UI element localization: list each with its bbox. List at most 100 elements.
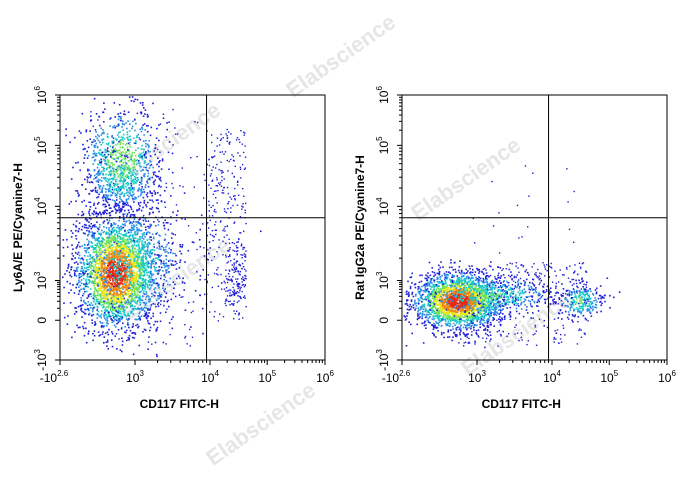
event-point: [110, 154, 112, 157]
event-point: [244, 254, 247, 256]
event-point: [101, 310, 103, 312]
event-point: [96, 242, 99, 245]
event-point: [228, 279, 231, 281]
event-point: [79, 169, 81, 172]
event-point: [127, 338, 130, 341]
event-point: [145, 269, 147, 272]
event-point: [113, 282, 115, 284]
event-point: [181, 244, 184, 246]
event-point: [134, 318, 137, 321]
event-point: [234, 187, 236, 190]
event-point: [139, 111, 142, 114]
event-point: [99, 279, 101, 282]
event-point: [129, 253, 131, 256]
event-point: [129, 192, 131, 194]
event-point: [142, 263, 145, 265]
event-point: [128, 246, 130, 248]
event-point: [121, 297, 123, 299]
event-point: [89, 275, 92, 277]
event-point: [156, 127, 158, 130]
event-point: [165, 280, 168, 282]
event-point: [76, 283, 78, 286]
event-point: [120, 274, 122, 276]
event-point: [211, 134, 213, 136]
x-tick-label: -102.6: [40, 369, 69, 385]
event-point: [184, 324, 186, 326]
event-point: [220, 282, 223, 284]
event-point: [147, 300, 150, 303]
event-point: [229, 141, 231, 143]
event-point: [107, 302, 109, 305]
event-point: [179, 250, 181, 253]
event-point: [131, 240, 134, 242]
event-point: [122, 246, 125, 248]
event-point: [86, 275, 89, 277]
event-point: [115, 168, 117, 171]
event-point: [238, 286, 241, 288]
event-point: [243, 295, 246, 297]
event-point: [125, 176, 128, 178]
event-point: [147, 231, 149, 233]
event-point: [127, 183, 130, 185]
event-point: [242, 206, 244, 208]
event-point: [105, 341, 108, 344]
event-point: [171, 171, 174, 174]
event-point: [70, 230, 73, 232]
event-point: [124, 209, 126, 212]
event-point: [103, 261, 106, 264]
event-point: [131, 194, 134, 196]
event-point: [124, 224, 126, 227]
event-point: [171, 327, 174, 330]
event-point: [119, 193, 121, 195]
event-point: [137, 275, 139, 278]
event-point: [86, 179, 89, 181]
event-point: [116, 282, 119, 284]
event-point: [141, 299, 144, 302]
event-point: [79, 326, 81, 329]
event-point: [76, 324, 78, 327]
event-point: [105, 298, 107, 301]
event-point: [213, 235, 215, 238]
event-point: [156, 355, 158, 358]
event-point: [139, 205, 141, 207]
event-point: [115, 209, 118, 212]
event-point: [138, 269, 140, 271]
event-point: [88, 247, 90, 249]
event-point: [225, 275, 227, 278]
event-point: [122, 234, 124, 236]
event-point: [214, 224, 216, 226]
event-point: [100, 152, 103, 155]
event-point: [232, 155, 235, 158]
event-point: [216, 145, 218, 147]
event-point: [225, 211, 228, 214]
event-point: [119, 293, 122, 296]
event-point: [105, 302, 107, 304]
event-point: [112, 275, 114, 277]
event-point: [219, 313, 221, 315]
event-point: [105, 286, 108, 289]
event-point: [115, 180, 117, 183]
event-point: [124, 285, 127, 287]
event-point: [106, 267, 109, 270]
event-point: [150, 223, 152, 226]
event-point: [142, 266, 145, 269]
event-point: [82, 143, 84, 146]
event-point: [88, 169, 91, 172]
event-point: [91, 273, 94, 275]
event-point: [129, 170, 131, 172]
event-point: [244, 274, 246, 277]
event-point: [100, 326, 103, 328]
event-point: [160, 274, 162, 277]
event-point: [97, 170, 99, 173]
event-point: [105, 316, 108, 318]
event-point: [93, 235, 95, 237]
event-point: [151, 253, 153, 256]
event-point: [101, 268, 103, 270]
event-point: [107, 153, 110, 156]
event-point: [108, 242, 111, 245]
event-point: [110, 317, 112, 320]
event-point: [158, 184, 161, 187]
event-point: [103, 249, 105, 252]
event-point: [108, 190, 110, 193]
event-point: [131, 336, 134, 339]
